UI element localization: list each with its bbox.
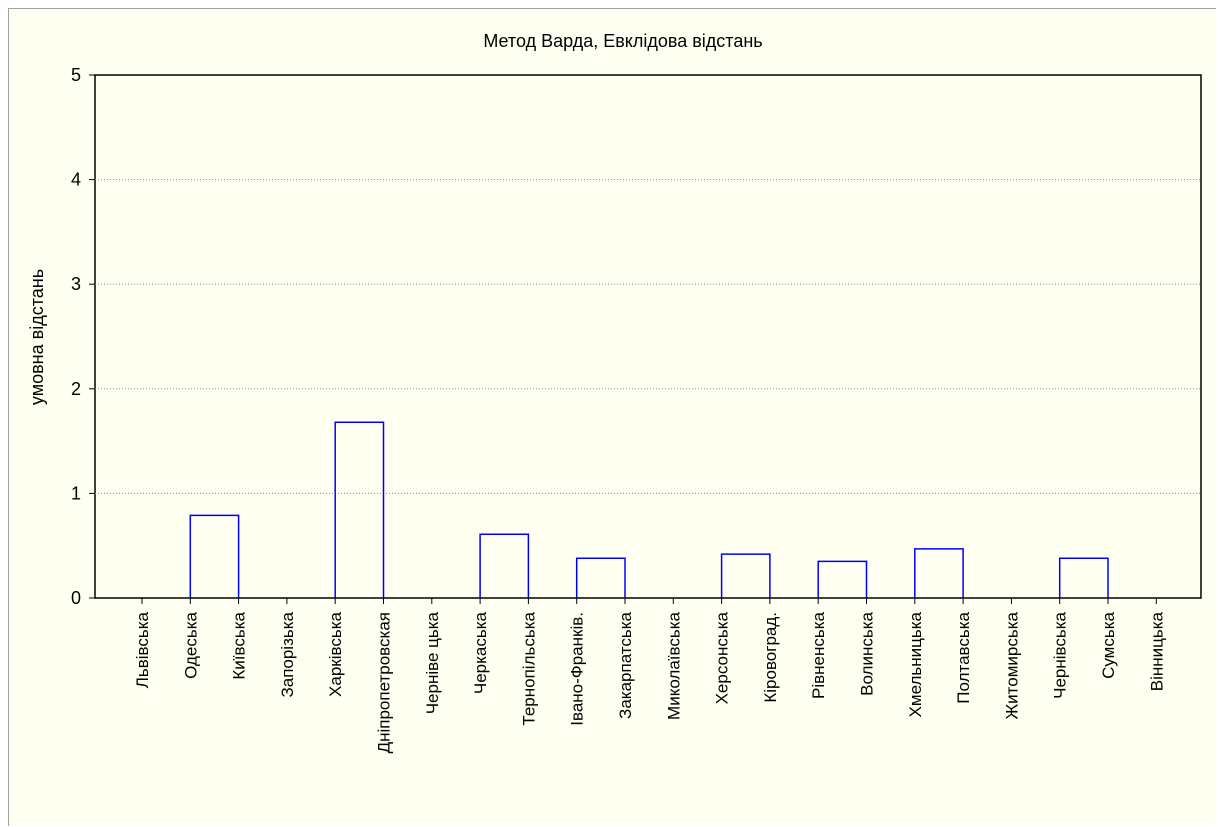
leaf-label: Житомирська xyxy=(1002,611,1021,719)
dendrogram-link xyxy=(1058,557,1109,598)
leaf-label: Миколаївська xyxy=(664,611,683,719)
dendrogram-link xyxy=(479,533,530,598)
grid-lines xyxy=(95,179,1201,494)
leaf-label: Харківська xyxy=(326,611,345,696)
dendrogram-link xyxy=(575,557,626,598)
leaf-label: Волинська xyxy=(858,611,877,695)
chart-frame: 0 1 2 3 4 5 Львівська Одеська Київська Запорізьк… xyxy=(8,8,1216,826)
dendrogram-link xyxy=(720,553,771,598)
leaf-label: Хмельницька xyxy=(906,611,925,717)
leaf-label: Київська xyxy=(230,611,249,679)
leaf-labels: Львівська Одеська Київська Запорізька Харків… xyxy=(133,598,1166,753)
dendrogram-link xyxy=(817,560,868,598)
y-axis-ticks: 0 1 2 3 4 5 xyxy=(71,65,95,608)
leaf-label: Полтавська xyxy=(954,611,973,703)
leaf-label: Вінницька xyxy=(1147,611,1166,691)
leaf-label: Рівненська xyxy=(809,611,828,699)
leaf-label: Херсонська xyxy=(713,611,732,704)
leaf-label: Дніпропетровская xyxy=(375,612,394,753)
chart-title: Метод Варда, Евклідова відстань xyxy=(483,31,762,51)
y-tick-label: 2 xyxy=(71,379,81,399)
leaf-label: Чернівська xyxy=(1051,611,1070,698)
dendrogram-link xyxy=(334,421,385,598)
leaf-label: Львівська xyxy=(133,611,152,688)
plot-area xyxy=(94,74,1202,599)
dendrogram-links xyxy=(189,421,1109,598)
leaf-label: Черніве цька xyxy=(423,611,442,714)
leaf-label: Закарпатська xyxy=(616,611,635,718)
y-tick-label: 5 xyxy=(71,65,81,85)
leaf-label: Черкаська xyxy=(471,611,490,694)
leaf-label: Кіровоград. xyxy=(761,612,780,703)
leaf-label: Тернопільська xyxy=(519,611,538,725)
y-tick-label: 1 xyxy=(71,483,81,503)
leaf-label: Сумська xyxy=(1099,611,1118,678)
leaf-label: Запорізька xyxy=(278,611,297,697)
dendrogram-chart: 0 1 2 3 4 5 Львівська Одеська Київська Запорізьк… xyxy=(27,31,1202,753)
y-tick-label: 0 xyxy=(71,588,81,608)
dendrogram-link xyxy=(189,514,240,598)
y-tick-label: 3 xyxy=(71,274,81,294)
leaf-label: Івано-Франків. xyxy=(568,612,587,726)
y-tick-label: 4 xyxy=(71,170,81,190)
leaf-label: Одеська xyxy=(181,611,200,678)
y-axis-label: умовна відстань xyxy=(27,269,47,405)
dendrogram-link xyxy=(914,548,964,598)
